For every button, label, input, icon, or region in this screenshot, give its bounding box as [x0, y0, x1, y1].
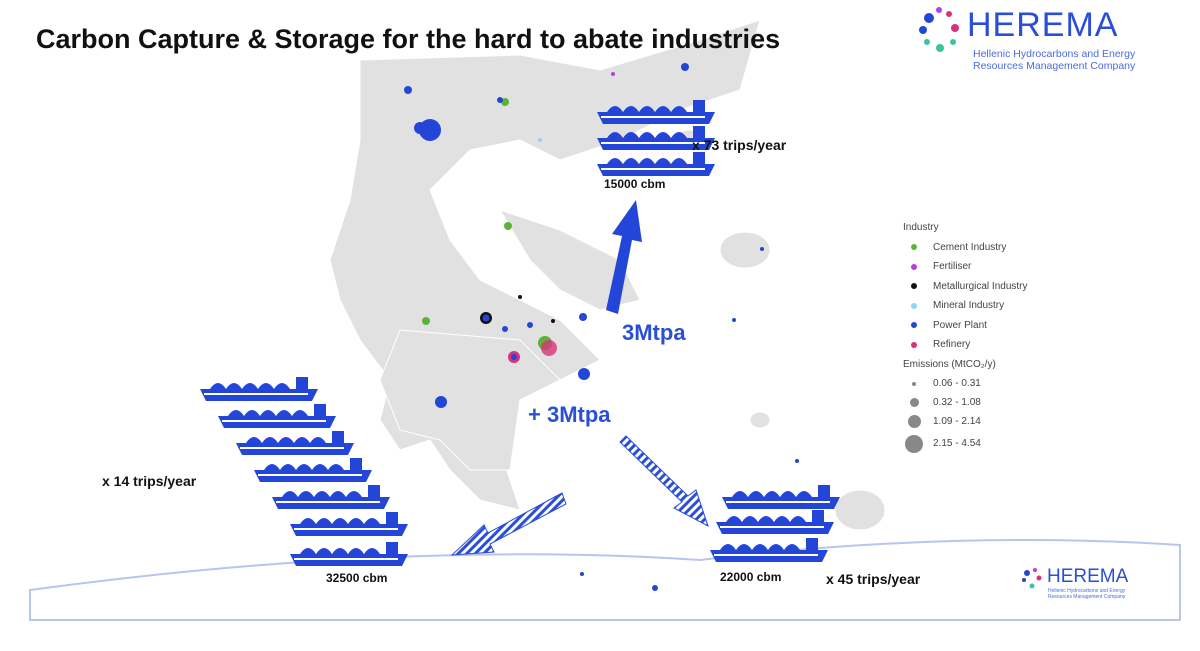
- size-circle-icon: [905, 434, 923, 453]
- arrow-southeast: [619, 435, 709, 528]
- ships-west: [200, 377, 408, 566]
- legend-dot-icon: [911, 341, 917, 348]
- legend-size-label: 0.06 - 0.31: [933, 378, 981, 389]
- logo-small-subtitle-2: Resources Management Company: [1048, 594, 1126, 600]
- legend-dot-icon: [911, 302, 917, 309]
- capacity-southeast: 22000 cbm: [720, 570, 782, 584]
- trips-southeast: x 45 trips/year: [826, 571, 921, 587]
- legend-item: Mineral Industry: [903, 296, 1027, 316]
- legend-size-item: 0.32 - 1.08: [903, 393, 1027, 412]
- logo-subtitle-2: Resources Management Company: [973, 60, 1136, 72]
- legend-label: Metallurgical Industry: [933, 280, 1028, 292]
- legend-label: Refinery: [933, 339, 971, 351]
- wave-footer: [29, 539, 1181, 621]
- legend-label: Power Plant: [933, 319, 987, 331]
- legend-size-label: 2.15 - 4.54: [933, 438, 981, 449]
- size-circle-icon: [909, 398, 919, 407]
- legend: Industry Cement Industry Fertiliser Metall…: [903, 218, 1027, 456]
- legend-label: Fertiliser: [933, 261, 972, 273]
- logo-subtitle-1: Hellenic Hydrocarbons and Energy: [973, 48, 1136, 60]
- logo-dots-icon: [919, 7, 959, 52]
- legend-size-item: 0.06 - 0.31: [903, 374, 1027, 393]
- mainland: [329, 19, 886, 591]
- legend-size-label: 1.09 - 2.14: [933, 416, 981, 427]
- legend-item: Metallurgical Industry: [903, 277, 1027, 297]
- volume-south: + 3Mtpa: [528, 402, 611, 427]
- legend-size-item: 1.09 - 2.14: [903, 412, 1027, 431]
- arrow-southwest: [450, 492, 567, 556]
- size-circle-icon: [912, 381, 916, 386]
- capacity-west: 32500 cbm: [326, 571, 388, 585]
- legend-emissions-title: Emissions (MtCO₂/y): [903, 358, 996, 370]
- trips-north: x 73 trips/year: [692, 137, 787, 153]
- capacity-north: 15000 cbm: [604, 177, 666, 191]
- herema-logo: HEREMA Hellenic Hydrocarbons and Energy …: [915, 4, 1135, 72]
- trips-west: x 14 trips/year: [102, 473, 197, 489]
- legend-item: Refinery: [903, 335, 1027, 355]
- page-title: Carbon Capture & Storage for the hard to…: [36, 24, 781, 54]
- size-circle-icon: [907, 415, 921, 428]
- legend-item: Fertiliser: [903, 257, 1027, 277]
- legend-label: Cement Industry: [933, 241, 1007, 253]
- legend-dot-icon: [911, 283, 917, 290]
- legend-dot-icon: [911, 322, 917, 329]
- legend-item: Cement Industry: [903, 238, 1027, 258]
- logo-dots-icon: [1022, 568, 1042, 589]
- legend-size-label: 0.32 - 1.08: [933, 397, 981, 408]
- herema-logo-small: HEREMA Hellenic Hydrocarbons and Energy …: [1020, 566, 1128, 600]
- logo-small-subtitle-1: Hellenic Hydrocarbons and Energy: [1048, 588, 1126, 594]
- logo-name: HEREMA: [967, 6, 1119, 44]
- ships-southeast: [710, 485, 840, 562]
- legend-size-item: 2.15 - 4.54: [903, 431, 1027, 456]
- legend-label: Mineral Industry: [933, 300, 1005, 312]
- legend-dot-icon: [911, 244, 917, 251]
- arrow-north: [606, 200, 642, 314]
- logo-small-name: HEREMA: [1047, 566, 1129, 587]
- legend-industry-title: Industry: [903, 222, 939, 234]
- legend-dot-icon: [911, 263, 917, 270]
- facility-markers: [404, 63, 799, 591]
- legend-item: Power Plant: [903, 316, 1027, 336]
- volume-north: 3Mtpa: [622, 320, 686, 345]
